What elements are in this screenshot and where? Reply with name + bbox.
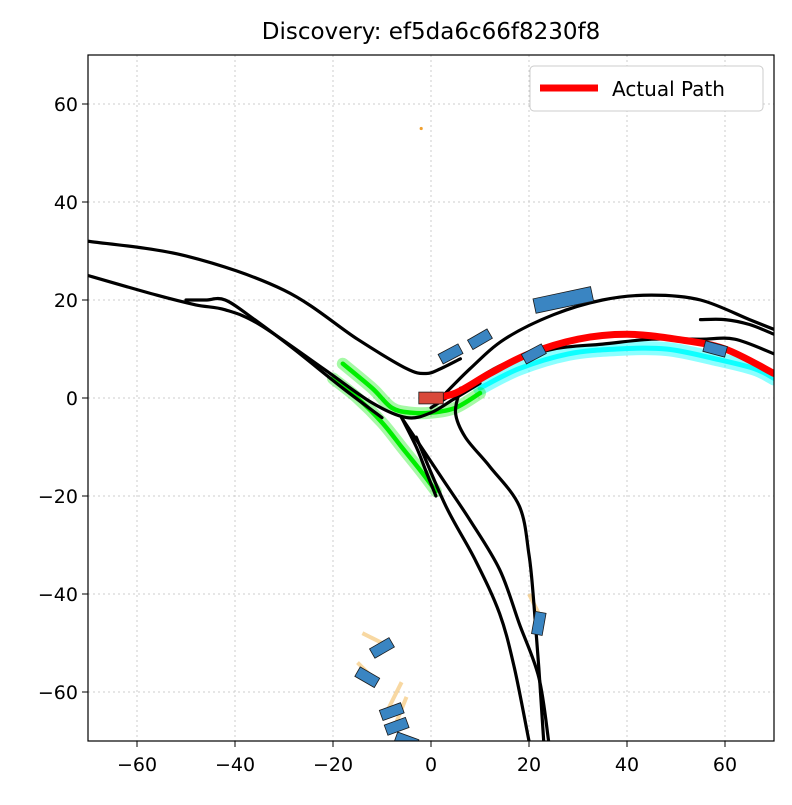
legend-label-actual-path: Actual Path: [612, 77, 725, 101]
y-tick-label: −60: [38, 682, 78, 704]
y-tick-label: −20: [38, 486, 78, 508]
chart-title: Discovery: ef5da6c66f8230f8: [262, 19, 601, 45]
road-east-fork: [698, 317, 774, 336]
agent-east-1: [532, 286, 595, 314]
y-tick-label: −40: [38, 584, 78, 606]
road-northwest-outer: [88, 239, 462, 376]
agent-east-5: [702, 340, 728, 358]
x-tick-label: 0: [425, 754, 437, 776]
x-tick-label: 20: [517, 754, 541, 776]
x-tick-label: −20: [313, 754, 353, 776]
legend: Actual Path: [529, 65, 764, 112]
road-south-inner: [414, 435, 531, 741]
axis-ticks: −60 −40 −20 0 20 40 60 −60 −40 −20 0 20 40 60: [38, 94, 737, 776]
road-northwest-inner: [88, 273, 482, 420]
road-south-loop: [400, 416, 438, 498]
agent-sw-1: [368, 637, 395, 659]
agent-sw-4: [383, 716, 410, 736]
road-south-spur: [453, 386, 546, 741]
x-tick-label: −40: [215, 754, 255, 776]
agent-sw-2: [354, 666, 381, 689]
legend-box: [529, 65, 764, 112]
x-tick-label: −60: [117, 754, 157, 776]
ego-vehicle: [418, 391, 444, 405]
orange-dot: [419, 126, 423, 131]
agent-east-4: [520, 343, 547, 365]
road-east-outer: [439, 293, 774, 400]
agent-sw-3: [378, 702, 405, 722]
plot-area: [88, 126, 774, 741]
x-tick-label: 60: [713, 754, 737, 776]
y-tick-label: 40: [54, 192, 78, 214]
predicted-path: [477, 345, 774, 391]
y-tick-label: 60: [54, 94, 78, 116]
agent-south-1: [531, 610, 547, 636]
y-tick-label: 20: [54, 290, 78, 312]
agent-east-2: [466, 328, 493, 351]
agent-east-3: [437, 343, 464, 365]
road-northwest-fork: [184, 296, 384, 420]
y-tick-label: 0: [66, 388, 78, 410]
x-tick-label: 40: [615, 754, 639, 776]
